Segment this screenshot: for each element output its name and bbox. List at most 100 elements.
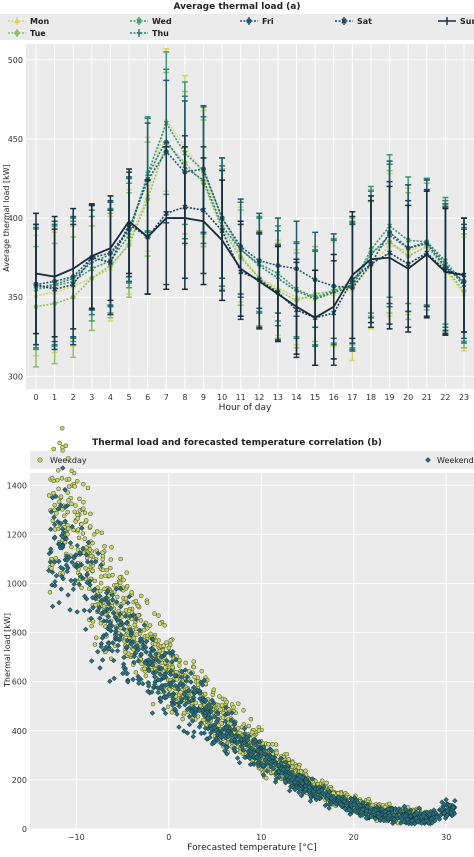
- data-point: [246, 723, 252, 729]
- data-point: [87, 547, 93, 552]
- data-point: [236, 701, 241, 706]
- legend-marker: [136, 30, 142, 36]
- data-point: [189, 718, 196, 724]
- data-point: [437, 812, 444, 819]
- data-point: [205, 715, 211, 721]
- data-point: [98, 562, 105, 568]
- legend-label: Mon: [30, 17, 49, 26]
- data-point: [153, 651, 159, 657]
- data-point: [303, 786, 309, 793]
- data-point: [157, 698, 164, 705]
- data-point: [315, 794, 321, 801]
- data-point: [182, 702, 188, 708]
- data-point: [375, 813, 382, 819]
- data-point: [77, 496, 82, 502]
- data-point: [128, 631, 134, 638]
- data-point: [142, 644, 149, 651]
- data-point: [207, 734, 213, 741]
- chart-a-xtick-label: 12: [254, 393, 264, 402]
- data-point: [220, 715, 226, 720]
- data-point: [198, 730, 204, 737]
- data-point: [202, 725, 209, 731]
- data-point: [387, 813, 393, 819]
- data-point: [60, 426, 65, 431]
- data-point: [99, 530, 105, 536]
- data-point: [120, 670, 126, 677]
- data-point: [224, 699, 229, 705]
- data-point: [98, 588, 103, 594]
- data-point: [170, 678, 176, 685]
- data-point: [126, 593, 133, 600]
- data-point: [58, 502, 64, 509]
- chart-a-xtick-label: 23: [459, 393, 469, 402]
- chart-b-ytick-label: 1000: [7, 579, 27, 588]
- data-point: [103, 631, 109, 638]
- data-point: [318, 787, 325, 793]
- chart-b-ytick-label: 400: [12, 727, 27, 736]
- legend-marker: [246, 18, 252, 24]
- data-point: [413, 815, 419, 822]
- series-line: [35, 150, 465, 289]
- data-point: [191, 664, 197, 670]
- data-point: [117, 618, 124, 625]
- data-point: [280, 766, 287, 773]
- data-point: [333, 801, 339, 807]
- data-point: [224, 710, 231, 717]
- data-point: [131, 659, 137, 666]
- data-point: [254, 754, 260, 761]
- data-point: [170, 648, 176, 655]
- data-point: [60, 465, 66, 471]
- data-point: [66, 484, 72, 489]
- data-point: [261, 751, 268, 757]
- chart-a-xtick-label: 20: [403, 393, 413, 402]
- data-point: [158, 665, 165, 672]
- data-point: [100, 550, 105, 555]
- chart-b-ytick-label: 600: [12, 678, 27, 687]
- chart-b-ytick-label: 0: [22, 825, 27, 834]
- data-point: [56, 558, 62, 565]
- chart-b-ytick-label: 1400: [7, 481, 27, 490]
- data-point: [276, 774, 283, 780]
- chart-b-ylabel: Thermal load [kW]: [3, 613, 12, 688]
- data-point: [69, 544, 74, 550]
- data-point: [112, 628, 119, 634]
- data-point: [55, 506, 62, 512]
- chart-a-xtick-label: 22: [440, 393, 450, 402]
- data-point: [299, 780, 306, 786]
- data-point: [178, 690, 183, 695]
- data-point: [217, 740, 224, 746]
- data-point: [152, 611, 157, 616]
- data-point: [199, 682, 206, 688]
- data-point: [121, 654, 127, 661]
- data-point: [65, 532, 70, 537]
- data-point: [297, 786, 303, 792]
- data-point: [252, 738, 258, 744]
- data-point: [173, 656, 179, 663]
- data-point: [248, 751, 254, 758]
- data-point: [167, 671, 174, 678]
- data-point: [139, 661, 144, 667]
- data-point: [149, 662, 156, 668]
- data-point: [140, 681, 146, 687]
- data-point: [372, 815, 379, 822]
- data-point: [129, 590, 134, 595]
- data-point: [49, 603, 56, 610]
- data-point: [166, 645, 172, 651]
- legend-item-thu: Thu: [130, 29, 169, 38]
- data-point: [155, 689, 161, 696]
- data-point: [220, 741, 226, 748]
- data-point: [77, 562, 83, 568]
- data-point: [67, 607, 73, 613]
- data-point: [151, 674, 158, 680]
- data-point: [247, 761, 254, 768]
- data-point: [69, 468, 75, 474]
- data-point: [105, 614, 112, 620]
- data-point: [162, 682, 168, 689]
- data-point: [49, 566, 54, 571]
- data-point: [90, 604, 96, 611]
- data-point: [113, 599, 120, 605]
- data-point: [402, 812, 409, 819]
- data-point: [75, 478, 80, 484]
- data-point: [94, 635, 99, 640]
- data-point: [284, 766, 291, 772]
